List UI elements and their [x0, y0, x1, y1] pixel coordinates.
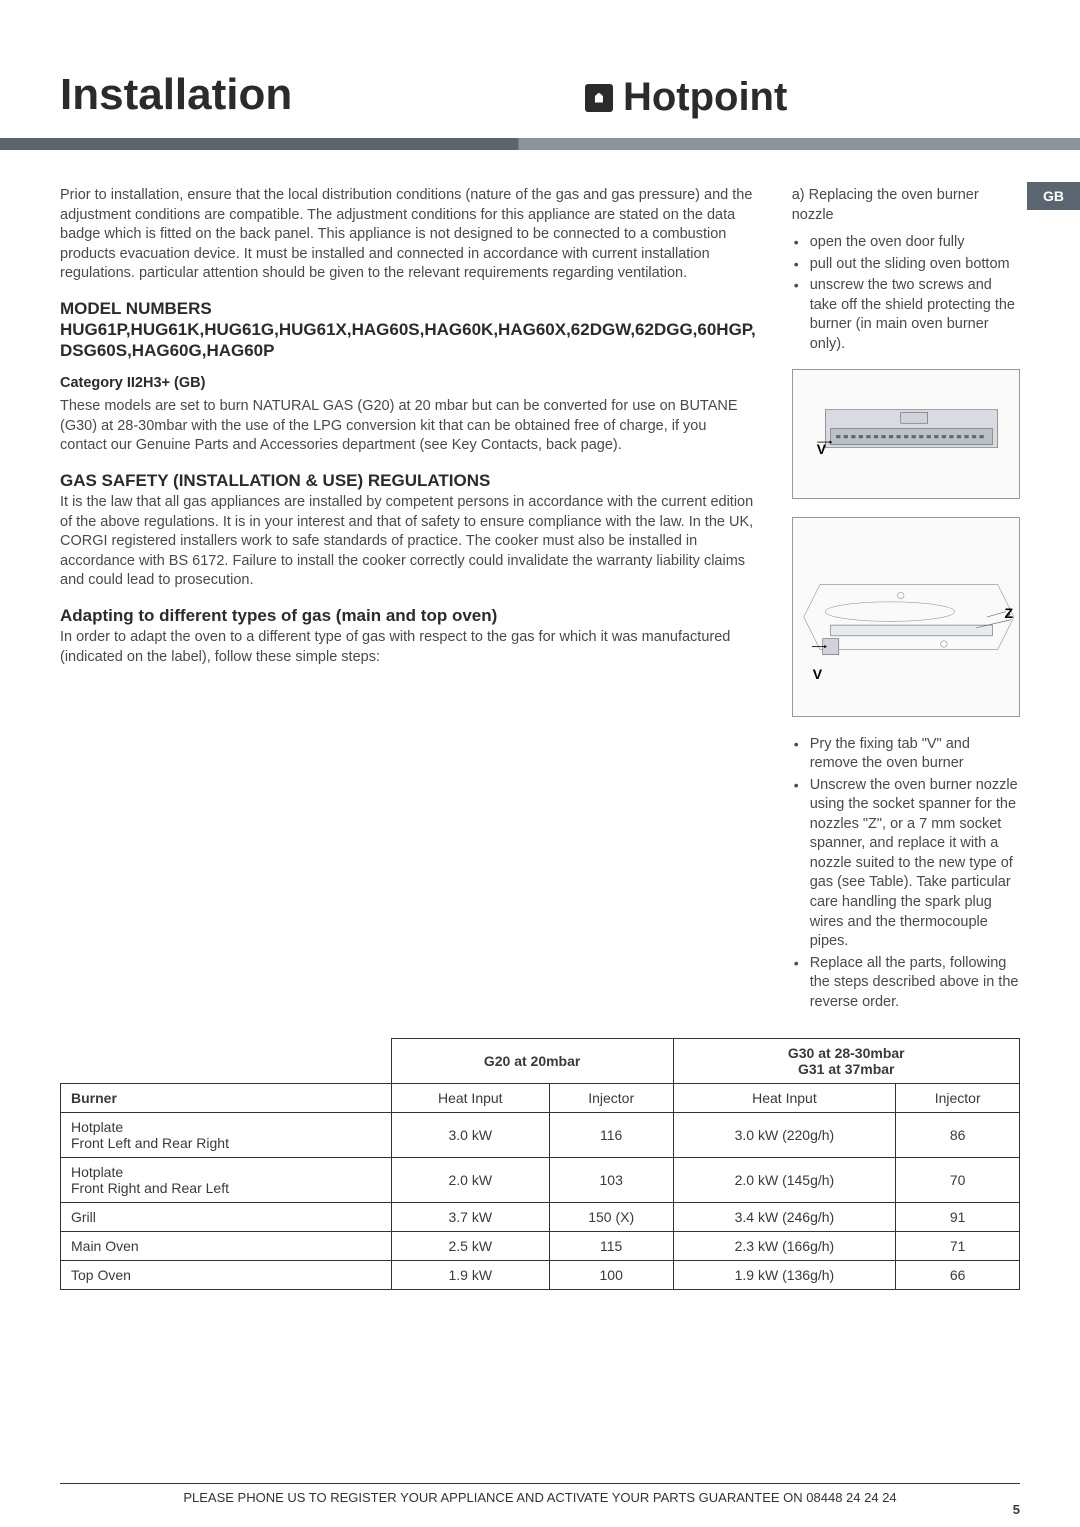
- col-heat-g20: Heat Input: [391, 1084, 549, 1113]
- diagram-burner-nozzle: V Z: [792, 517, 1020, 717]
- burner-shield-svg: [793, 370, 1019, 498]
- cell: 3.7 kW: [391, 1203, 549, 1232]
- cell: 86: [896, 1113, 1020, 1158]
- divider-bar: [0, 138, 1080, 150]
- cell: 3.4 kW (246g/h): [673, 1203, 896, 1232]
- col-inj-g30: Injector: [896, 1084, 1020, 1113]
- adapting-heading: Adapting to different types of gas (main…: [60, 605, 756, 626]
- table-row: Hotplate Front Right and Rear Left 2.0 k…: [61, 1158, 1020, 1203]
- cell: 1.9 kW: [391, 1261, 549, 1290]
- category-body: These models are set to burn NATURAL GAS…: [60, 397, 756, 456]
- header-g30: G30 at 28-30mbar G31 at 37mbar: [673, 1039, 1020, 1084]
- table-row: Main Oven 2.5 kW 115 2.3 kW (166g/h) 71: [61, 1232, 1020, 1261]
- diagram-label-z: Z: [1004, 604, 1013, 623]
- table-header-row-2: Burner Heat Input Injector Heat Input In…: [61, 1084, 1020, 1113]
- content-columns: Prior to installation, ensure that the l…: [0, 150, 1080, 1018]
- brand-icon: [585, 84, 613, 112]
- table-header-row-1: G20 at 20mbar G30 at 28-30mbar G31 at 37…: [61, 1039, 1020, 1084]
- empty-header: [61, 1039, 392, 1084]
- language-tab: GB: [1027, 182, 1080, 210]
- cell-burner: Main Oven: [61, 1232, 392, 1261]
- footer-text: PLEASE PHONE US TO REGISTER YOUR APPLIAN…: [60, 1483, 1020, 1505]
- cell: 3.0 kW: [391, 1113, 549, 1158]
- brand-text: Hotpoint: [623, 75, 787, 120]
- intro-paragraph: Prior to installation, ensure that the l…: [60, 186, 756, 284]
- col-heat-g30: Heat Input: [673, 1084, 896, 1113]
- post-steps-list: Pry the fixing tab "V" and remove the ov…: [792, 735, 1020, 1013]
- col-burner: Burner: [61, 1084, 392, 1113]
- brand-logo: Hotpoint: [292, 75, 1020, 120]
- page-number: 5: [1013, 1502, 1020, 1517]
- right-column: a) Replacing the oven burner nozzle open…: [792, 186, 1020, 1018]
- cell: 70: [896, 1158, 1020, 1203]
- list-item: unscrew the two screws and take off the …: [792, 276, 1020, 354]
- category-heading: Category II2H3+ (GB): [60, 374, 756, 394]
- cell: 103: [549, 1158, 673, 1203]
- cell: 2.0 kW (145g/h): [673, 1158, 896, 1203]
- step-a-title: a) Replacing the oven burner nozzle: [792, 186, 1020, 225]
- cell: 3.0 kW (220g/h): [673, 1113, 896, 1158]
- model-heading-line1: MODEL NUMBERS: [60, 299, 212, 318]
- table-row: Hotplate Front Left and Rear Right 3.0 k…: [61, 1113, 1020, 1158]
- cell: 150 (X): [549, 1203, 673, 1232]
- adapting-body: In order to adapt the oven to a differen…: [60, 628, 756, 667]
- step-a-list: open the oven door fully pull out the sl…: [792, 233, 1020, 354]
- left-column: Prior to installation, ensure that the l…: [60, 186, 756, 1018]
- cell: 1.9 kW (136g/h): [673, 1261, 896, 1290]
- gas-safety-body: It is the law that all gas appliances ar…: [60, 493, 756, 591]
- model-heading-line2: HUG61P,HUG61K,HUG61G,HUG61X,HAG60S,HAG60…: [60, 320, 756, 360]
- list-item: Unscrew the oven burner nozzle using the…: [792, 776, 1020, 952]
- gas-table: G20 at 20mbar G30 at 28-30mbar G31 at 37…: [60, 1038, 1020, 1290]
- page-header: Installation Hotpoint: [0, 0, 1080, 120]
- cell-burner: Hotplate Front Right and Rear Left: [61, 1158, 392, 1203]
- gas-table-wrap: G20 at 20mbar G30 at 28-30mbar G31 at 37…: [0, 1038, 1080, 1290]
- model-numbers-heading: MODEL NUMBERS HUG61P,HUG61K,HUG61G,HUG61…: [60, 298, 756, 362]
- cell: 115: [549, 1232, 673, 1261]
- cell: 116: [549, 1113, 673, 1158]
- cell: 100: [549, 1261, 673, 1290]
- table-row: Top Oven 1.9 kW 100 1.9 kW (136g/h) 66: [61, 1261, 1020, 1290]
- diagram-burner-shield: V: [792, 369, 1020, 499]
- cell: 2.0 kW: [391, 1158, 549, 1203]
- list-item: pull out the sliding oven bottom: [792, 255, 1020, 275]
- cell-burner: Hotplate Front Left and Rear Right: [61, 1113, 392, 1158]
- cell: 2.5 kW: [391, 1232, 549, 1261]
- cell: 66: [896, 1261, 1020, 1290]
- cell: 71: [896, 1232, 1020, 1261]
- cell-burner: Top Oven: [61, 1261, 392, 1290]
- page-title: Installation: [60, 70, 292, 120]
- diagram-label-v2: V: [813, 665, 822, 684]
- burner-nozzle-svg: [793, 518, 1019, 716]
- gas-safety-heading: GAS SAFETY (INSTALLATION & USE) REGULATI…: [60, 470, 756, 491]
- cell: 91: [896, 1203, 1020, 1232]
- cell-burner: Grill: [61, 1203, 392, 1232]
- cell: 2.3 kW (166g/h): [673, 1232, 896, 1261]
- diagram-label-v: V: [817, 440, 826, 459]
- list-item: Replace all the parts, following the ste…: [792, 954, 1020, 1013]
- list-item: open the oven door fully: [792, 233, 1020, 253]
- table-row: Grill 3.7 kW 150 (X) 3.4 kW (246g/h) 91: [61, 1203, 1020, 1232]
- col-inj-g20: Injector: [549, 1084, 673, 1113]
- header-g20: G20 at 20mbar: [391, 1039, 673, 1084]
- list-item: Pry the fixing tab "V" and remove the ov…: [792, 735, 1020, 774]
